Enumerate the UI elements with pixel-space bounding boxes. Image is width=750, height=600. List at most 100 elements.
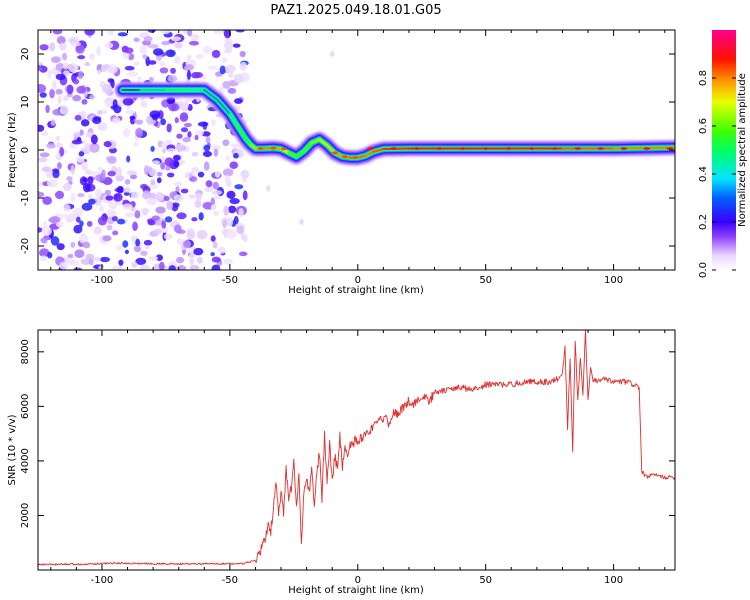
noise-blob [129, 115, 136, 120]
ridge-core-segment [216, 98, 231, 115]
noise-blob [176, 229, 186, 234]
ridge-core-segment [310, 138, 321, 144]
noise-blob [101, 169, 106, 179]
noise-blob [88, 198, 96, 205]
noise-blob [38, 181, 43, 187]
noise-blob [189, 257, 195, 266]
noise-blob [126, 170, 138, 176]
spectrogram-y-axis-title: Frequency (Hz) [7, 112, 18, 188]
colorbar-tick-label: 0.4 [698, 166, 709, 182]
noise-blob [238, 251, 248, 257]
noise-blob [166, 172, 175, 178]
noise-blob [96, 69, 102, 75]
noise-blob [63, 204, 71, 212]
noise-blob [40, 237, 48, 244]
noise-blob [104, 42, 114, 49]
ridge-peak [505, 147, 513, 150]
noise-blob [115, 245, 124, 251]
noise-blob [42, 196, 52, 205]
noise-blob [116, 218, 126, 225]
ridge-peak [367, 147, 375, 150]
noise-blob [126, 105, 131, 110]
noise-blob [137, 76, 142, 81]
noise-blob [176, 143, 186, 153]
noise-blob [211, 190, 223, 195]
noise-blob [153, 228, 162, 235]
noise-blob [170, 67, 176, 74]
noise-blob [67, 253, 74, 259]
noise-blob [47, 252, 53, 259]
noise-blob [152, 48, 164, 56]
noise-blob [195, 192, 202, 203]
noise-blob [147, 219, 156, 226]
noise-blob [140, 250, 148, 256]
noise-blob [135, 128, 143, 138]
noise-blob [173, 160, 180, 168]
spectrogram-x-tick-label: 100 [604, 275, 623, 286]
snr-x-tick-label: 50 [479, 575, 492, 586]
noise-blob [330, 51, 335, 57]
noise-blob [99, 205, 104, 213]
snr-ticks: -100 -50 0 50 100 2000 4000 6000 8000 [20, 330, 675, 586]
noise-blob [122, 203, 133, 210]
noise-blob [135, 257, 147, 266]
noise-blob [161, 40, 171, 46]
noise-blob [187, 30, 193, 37]
noise-blob [166, 148, 176, 153]
noise-blob [38, 227, 43, 233]
noise-blob [108, 200, 118, 210]
noise-blob [191, 217, 198, 222]
noise-blob [41, 226, 52, 237]
noise-blob [134, 119, 144, 125]
noise-blob [81, 98, 88, 105]
noise-blob [39, 152, 50, 158]
noise-blob [185, 64, 195, 71]
noise-blob [122, 97, 134, 106]
noise-blob [227, 205, 237, 214]
noise-blob [78, 151, 85, 157]
colorbar-tick-label: 0.8 [698, 70, 709, 86]
noise-blob [171, 203, 179, 212]
noise-blob [55, 221, 64, 228]
noise-blob [173, 55, 181, 64]
noise-blob [81, 161, 88, 171]
noise-blob [190, 33, 200, 41]
noise-blob [142, 208, 148, 216]
noise-blob [164, 216, 173, 223]
noise-blob [75, 44, 85, 54]
noise-blob [107, 157, 117, 164]
ridge-peak [331, 151, 338, 155]
snr-x-tick-label: -100 [91, 575, 114, 586]
noise-blob [233, 98, 243, 105]
noise-blob [118, 259, 124, 266]
noise-blob [188, 40, 199, 46]
noise-blob [169, 49, 174, 56]
noise-blob [62, 213, 68, 218]
noise-blob [80, 258, 92, 265]
ridge-peak [597, 147, 605, 150]
noise-blob [134, 210, 141, 219]
ridge-core-segment [295, 149, 306, 158]
noise-blob [160, 118, 167, 126]
noise-blob [107, 67, 116, 73]
noise-blob [124, 65, 135, 71]
noise-blob [167, 75, 178, 83]
noise-blob [90, 134, 98, 145]
noise-blob [242, 190, 248, 201]
noise-blob [151, 215, 160, 221]
spectrogram-y-tick-label: 0 [20, 147, 31, 153]
noise-blob [143, 36, 153, 42]
ridge-peak [352, 156, 359, 160]
ridge-peak [270, 146, 277, 150]
snr-y-tick-label: 4000 [20, 448, 31, 473]
noise-blob [156, 177, 162, 184]
noise-blob [79, 129, 84, 136]
ridge-peak [341, 155, 348, 159]
ridge-core-segment [203, 89, 219, 101]
noise-blob [65, 257, 74, 265]
noise-blob [116, 185, 124, 194]
noise-blob [147, 44, 159, 49]
noise-blob [173, 194, 184, 202]
noise-blob [132, 221, 138, 232]
